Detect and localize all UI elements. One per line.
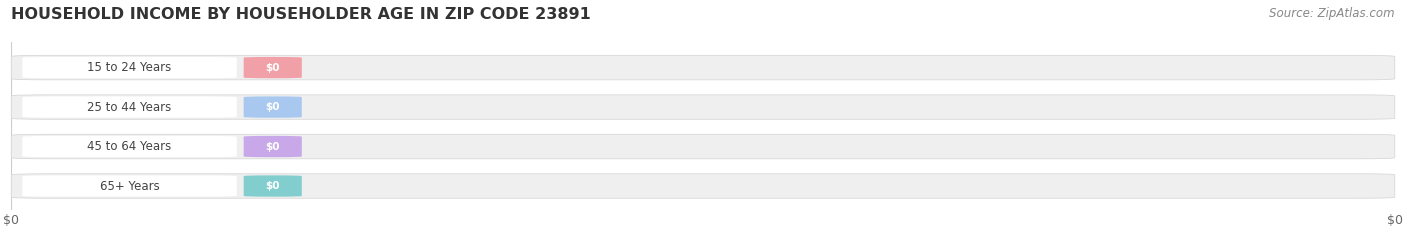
FancyBboxPatch shape xyxy=(22,175,236,197)
Text: Source: ZipAtlas.com: Source: ZipAtlas.com xyxy=(1270,7,1395,20)
Text: 65+ Years: 65+ Years xyxy=(100,179,159,192)
Text: 15 to 24 Years: 15 to 24 Years xyxy=(87,61,172,74)
FancyBboxPatch shape xyxy=(11,174,1395,198)
Text: $0: $0 xyxy=(266,102,280,112)
Text: 25 to 44 Years: 25 to 44 Years xyxy=(87,101,172,113)
Text: $0: $0 xyxy=(266,181,280,191)
FancyBboxPatch shape xyxy=(22,136,236,157)
FancyBboxPatch shape xyxy=(243,175,302,197)
FancyBboxPatch shape xyxy=(22,57,236,78)
FancyBboxPatch shape xyxy=(243,136,302,157)
Text: $0: $0 xyxy=(266,141,280,151)
Text: HOUSEHOLD INCOME BY HOUSEHOLDER AGE IN ZIP CODE 23891: HOUSEHOLD INCOME BY HOUSEHOLDER AGE IN Z… xyxy=(11,7,591,22)
Text: $0: $0 xyxy=(266,63,280,73)
FancyBboxPatch shape xyxy=(11,55,1395,80)
FancyBboxPatch shape xyxy=(243,57,302,78)
FancyBboxPatch shape xyxy=(11,95,1395,119)
Text: 45 to 64 Years: 45 to 64 Years xyxy=(87,140,172,153)
FancyBboxPatch shape xyxy=(22,96,236,118)
FancyBboxPatch shape xyxy=(11,134,1395,159)
FancyBboxPatch shape xyxy=(243,96,302,118)
